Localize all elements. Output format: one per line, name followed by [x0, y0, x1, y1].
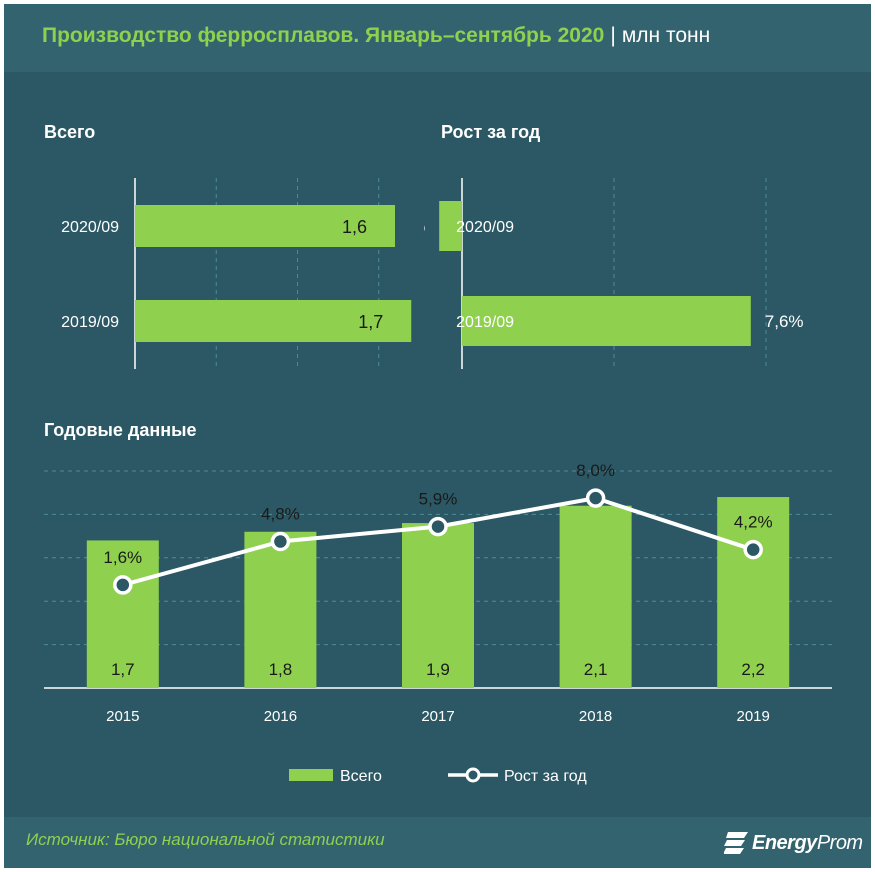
x-tick-label: 2017 — [421, 708, 454, 725]
title-separator: | — [610, 24, 616, 47]
x-tick-label: 2016 — [264, 708, 297, 725]
growth-bar-chart: 2020/09 -0,6% 2019/09 7,6% — [424, 178, 804, 369]
bar-2019 — [717, 497, 790, 688]
bar-label: 2,2 — [741, 660, 765, 679]
growth-label: 1,6% — [103, 548, 142, 567]
data-label: 1,6 — [342, 217, 367, 237]
growth-point — [270, 531, 291, 552]
bar-2020/09 — [439, 201, 462, 251]
data-label: -0,6% — [424, 217, 425, 236]
growth-point — [428, 516, 448, 537]
energyprom-logo-icon — [724, 832, 748, 854]
bar-2017 — [402, 523, 474, 688]
page-title: Производство ферросплавов. Январь–сентяб… — [42, 24, 710, 48]
x-tick-label: 2018 — [579, 708, 612, 725]
legend-label-bars: Всего — [340, 768, 382, 785]
header-band: Производство ферросплавов. Январь–сентяб… — [4, 4, 871, 72]
x-tick-label: 2019 — [737, 708, 770, 725]
bar-2020/09 — [135, 205, 395, 247]
bar-2019/09 — [462, 296, 751, 346]
category-label: 2019/09 — [456, 314, 514, 331]
title-text: Производство ферросплавов. Январь–сентяб… — [42, 24, 605, 47]
growth-label: 5,9% — [419, 490, 458, 509]
legend-swatch-point — [465, 767, 481, 783]
growth-label: 4,2% — [734, 513, 773, 532]
bar-label: 1,7 — [111, 660, 135, 679]
brand-regular: Prom — [816, 832, 863, 854]
data-label: 7,6% — [765, 312, 804, 331]
section-title-growth: Рост за год — [441, 122, 541, 142]
section-title-annual: Годовые данные — [44, 420, 197, 440]
legend-swatch-bars — [289, 769, 333, 781]
annual-combo-chart: 1,7 2015 1,8 2016 1,9 2017 2,1 2018 2,2 2019 1,6% 4… — [44, 461, 832, 785]
bar-2019/09 — [135, 300, 412, 342]
infographic-card: Производство ферросплавов. Январь–сентяб… — [4, 4, 871, 868]
bar-2015 — [86, 540, 159, 688]
brand-bold: Energy — [752, 832, 817, 854]
category-label: 2020/09 — [456, 219, 514, 236]
growth-label: 4,8% — [261, 505, 300, 524]
x-tick-label: 2015 — [106, 708, 139, 725]
growth-label: 8,0% — [576, 461, 615, 480]
title-unit: млн тонн — [621, 24, 711, 47]
brand-name: EnergyProm — [752, 832, 863, 855]
total-bar-chart: 2020/09 1,6 2019/09 1,7 — [61, 178, 412, 369]
legend-label-line: Рост за год — [504, 768, 587, 785]
bar-label: 2,1 — [584, 660, 608, 679]
bar-2016 — [244, 531, 317, 688]
bar-label: 1,8 — [269, 660, 293, 679]
growth-point — [743, 539, 763, 560]
section-title-total: Всего — [44, 122, 96, 142]
category-label: 2019/09 — [61, 314, 119, 331]
source-note: Источник: Бюро национальной статистики — [26, 830, 385, 849]
growth-point — [585, 488, 606, 508]
category-label: 2020/09 — [61, 219, 119, 236]
growth-point — [113, 575, 133, 595]
bar-2018 — [559, 505, 632, 688]
bar-label: 1,9 — [426, 660, 450, 679]
data-label: 1,7 — [358, 312, 383, 332]
